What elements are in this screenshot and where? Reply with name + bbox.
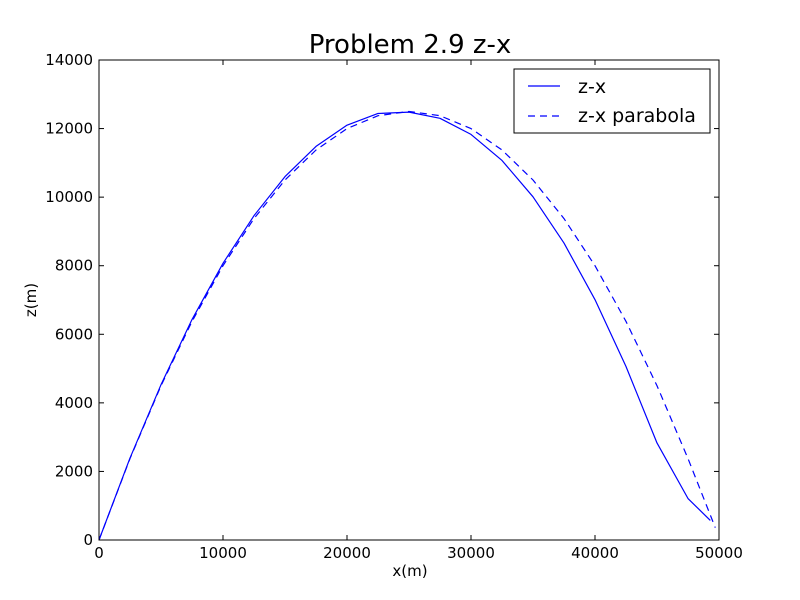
legend-box [513, 68, 711, 134]
plot-frame [98, 59, 720, 541]
legend: z-x z-x parabola [513, 68, 711, 134]
y-axis-label: z(m) [22, 283, 40, 317]
x-axis-label: x(m) [392, 562, 427, 580]
chart-title: Problem 2.9 z-x [309, 30, 512, 60]
x-axis: 0 10000 20000 30000 40000 50000 [94, 60, 743, 562]
x-tick-label: 50000 [695, 544, 743, 562]
y-tick-label: 8000 [55, 257, 93, 275]
legend-label-z-x-parabola: z-x parabola [578, 105, 696, 127]
y-tick-label: 0 [83, 531, 93, 549]
x-tick-label: 10000 [199, 544, 247, 562]
series-line-z-x [98, 111, 711, 541]
y-tick-label: 10000 [45, 188, 93, 206]
y-tick-label: 2000 [55, 462, 93, 480]
x-tick-label: 20000 [323, 544, 371, 562]
y-tick-label: 4000 [55, 394, 93, 412]
legend-label-z-x: z-x [578, 76, 606, 98]
y-tick-label: 14000 [45, 51, 93, 69]
x-tick-label: 0 [94, 544, 104, 562]
series-line-z-x-parabola [98, 110, 716, 541]
y-tick-label: 12000 [45, 120, 93, 138]
y-axis: 0 2000 4000 6000 8000 10000 12000 14000 [45, 51, 719, 549]
x-tick-label: 30000 [447, 544, 495, 562]
series-layer [98, 110, 716, 541]
x-tick-label: 40000 [571, 544, 619, 562]
y-tick-label: 6000 [55, 325, 93, 343]
